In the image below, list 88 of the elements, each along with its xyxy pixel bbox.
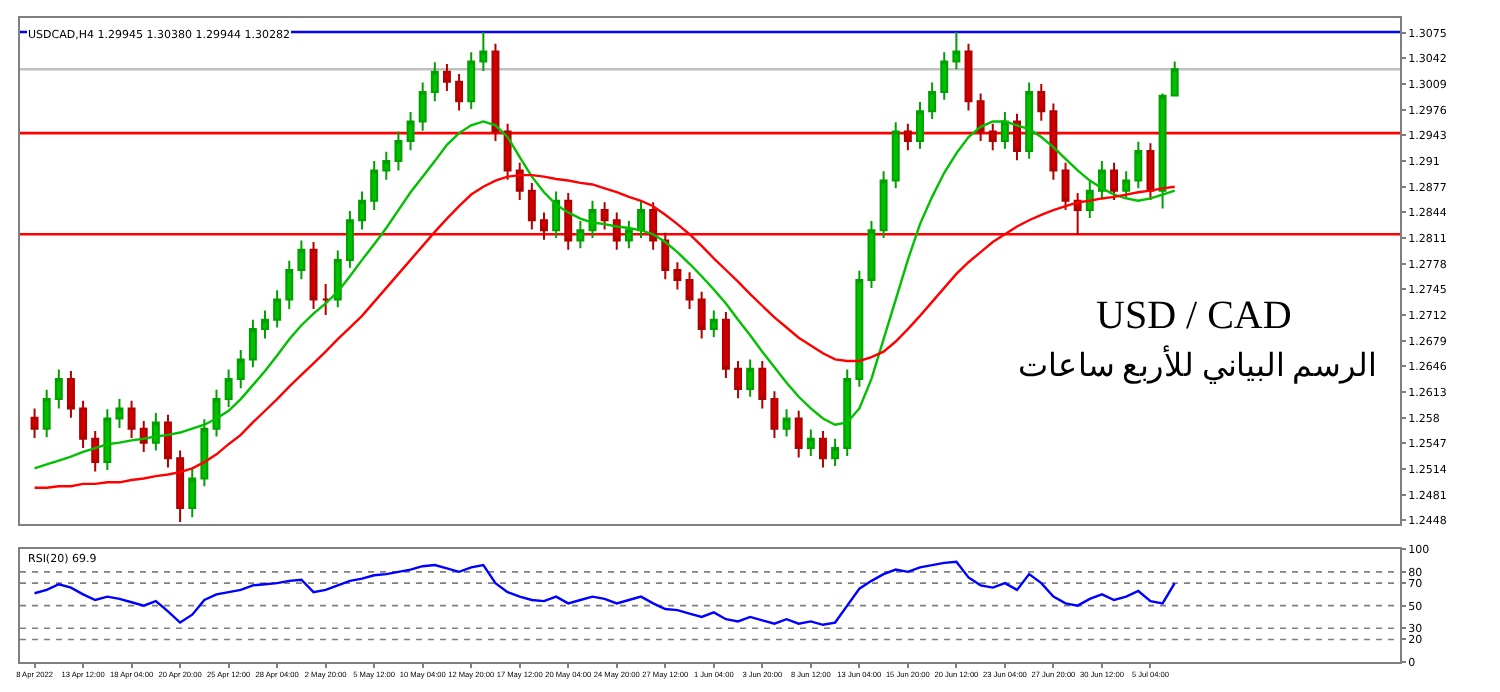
candlestick: [867, 220, 876, 289]
candlestick: [806, 428, 815, 457]
candlestick: [309, 241, 318, 310]
candlestick: [649, 201, 658, 251]
candlestick: [333, 249, 342, 309]
candlestick: [952, 31, 961, 71]
candlestick: [430, 61, 439, 103]
candlestick: [758, 359, 767, 410]
candlestick: [637, 199, 645, 240]
candlestick: [442, 62, 451, 93]
candlestick: [746, 358, 755, 398]
candlestick: [370, 160, 379, 212]
candlestick: [79, 399, 88, 450]
candlestick: [891, 121, 900, 190]
candlestick: [479, 31, 488, 72]
candlestick: [1037, 83, 1046, 122]
annotation: الرسم البياني للأربع ساعات: [1018, 346, 1376, 384]
candlestick: [224, 368, 233, 408]
candlestick: [1170, 60, 1179, 97]
candlestick: [188, 468, 197, 519]
candlestick: [564, 192, 573, 251]
candlestick: [879, 170, 888, 240]
candlestick: [540, 211, 548, 241]
candlestick: [916, 101, 924, 150]
candlestick: [345, 209, 354, 269]
candlestick: [697, 290, 706, 340]
candlestick: [818, 429, 827, 469]
candlestick: [66, 370, 75, 419]
candlestick: [903, 122, 912, 152]
candlestick: [1097, 160, 1106, 200]
candlestick: [928, 81, 937, 121]
candlestick: [721, 311, 730, 380]
candlestick: [418, 81, 427, 132]
candlestick: [612, 211, 621, 251]
candlestick: [115, 398, 124, 429]
candlestick: [1134, 140, 1143, 190]
candlestick: [661, 231, 670, 281]
candlestick: [358, 190, 367, 231]
candlestick: [734, 359, 743, 400]
candlestick: [843, 368, 852, 457]
candlestick: [236, 349, 245, 390]
candlestick: [127, 399, 136, 439]
candlestick: [164, 413, 172, 469]
candlestick: [406, 111, 415, 152]
candlestick: [321, 283, 330, 317]
line-series: [33, 560, 1176, 626]
candlestick: [467, 51, 476, 110]
candlestick: [685, 271, 694, 310]
candlestick: [1073, 192, 1082, 236]
candlestick: [1085, 180, 1094, 219]
annotation: USD / CAD: [1096, 294, 1292, 338]
candlestick: [988, 122, 997, 152]
candlestick: [30, 407, 39, 439]
candlestick: [176, 449, 185, 523]
candlestick: [831, 437, 840, 467]
candlestick: [382, 150, 391, 181]
candlestick: [54, 368, 63, 410]
candlestick: [503, 122, 512, 181]
candlestick: [515, 161, 524, 201]
candlestick: [285, 259, 294, 310]
candlestick: [855, 269, 864, 388]
candlestick: [770, 390, 779, 439]
candlestick: [709, 309, 718, 338]
candlestick: [673, 261, 682, 291]
candlestick: [964, 42, 973, 112]
candlestick: [1110, 161, 1119, 201]
candlestick: [42, 388, 51, 439]
candlestick: [794, 409, 803, 459]
candlestick: [976, 92, 985, 142]
candlestick: [394, 130, 403, 172]
candlestick: [940, 51, 949, 101]
candlestick: [248, 318, 257, 369]
candlestick: [297, 239, 306, 281]
candlestick: [273, 289, 282, 329]
candlestick: [1049, 102, 1058, 181]
candlestick: [782, 408, 791, 438]
candlestick: [1013, 112, 1021, 162]
candlestick: [576, 220, 585, 250]
candlestick: [1146, 142, 1155, 201]
candlestick: [552, 190, 561, 240]
candlestick: [600, 201, 609, 231]
candlestick: [1061, 161, 1070, 212]
candlestick: [455, 73, 464, 112]
candlestick: [624, 220, 633, 250]
candlestick: [261, 309, 269, 340]
candlestick: [1122, 170, 1131, 200]
candlestick: [527, 181, 536, 231]
candlestick: [151, 412, 160, 452]
